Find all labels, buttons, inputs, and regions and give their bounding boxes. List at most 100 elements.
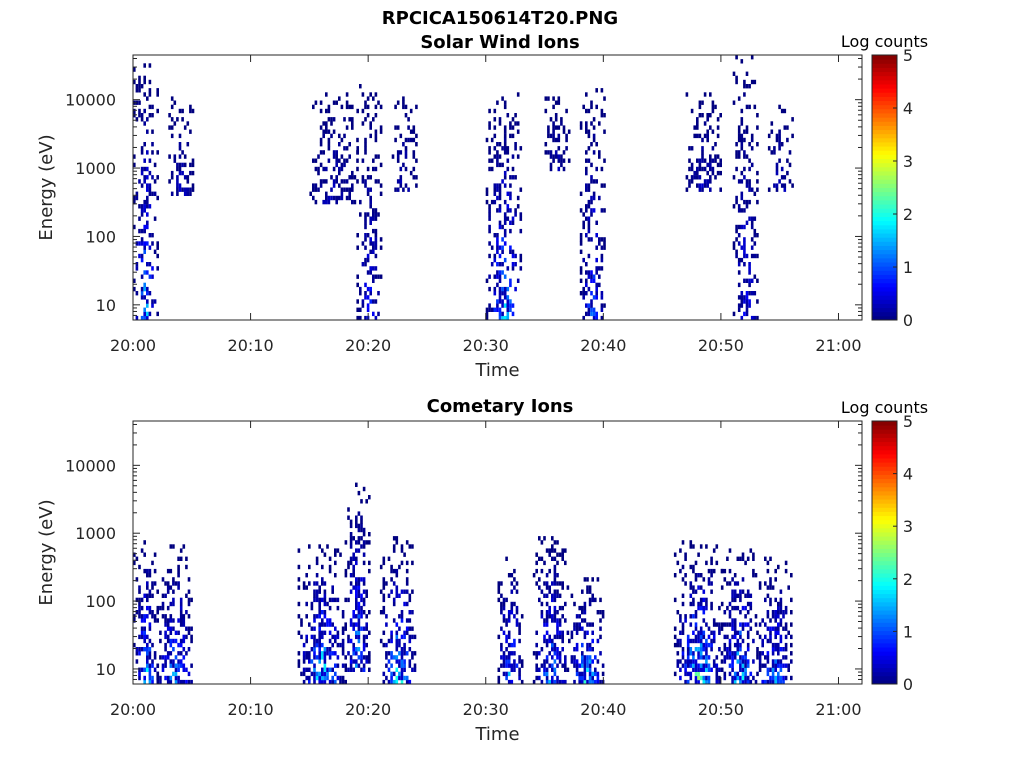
cometary-cell	[502, 601, 506, 607]
solar-wind-cell	[351, 199, 354, 205]
cometary-cell	[347, 515, 350, 520]
solar-wind-cell	[509, 303, 512, 308]
cometary-cell	[744, 675, 747, 681]
cometary-cell	[395, 568, 399, 574]
cometary-cell	[744, 560, 747, 566]
cometary-cell	[300, 634, 303, 640]
solar-wind-cell	[178, 154, 182, 159]
cometary-cell	[313, 667, 316, 672]
cometary-cell	[177, 556, 180, 561]
cometary-cell	[746, 679, 750, 685]
solar-wind-cell	[379, 245, 383, 250]
solar-wind-cell	[698, 175, 702, 180]
cometary-cell	[573, 655, 576, 660]
cometary-cell	[518, 667, 521, 672]
cometary-cell	[166, 634, 170, 640]
solar-wind-colorbar-segment	[872, 162, 897, 168]
cometary-cell	[315, 560, 319, 566]
cometary-cell	[723, 610, 727, 615]
cometary-cell	[164, 647, 167, 652]
cometary-cell	[749, 626, 753, 631]
cometary-cell	[313, 597, 316, 603]
cometary-cell	[731, 622, 734, 627]
cometary-cell	[190, 663, 193, 668]
solar-wind-cell	[703, 158, 707, 163]
solar-wind-cell	[156, 245, 159, 250]
solar-wind-cell	[151, 241, 154, 246]
cometary-cell	[561, 638, 564, 644]
solar-wind-cell	[595, 282, 598, 288]
cometary-cell	[718, 630, 721, 635]
solar-wind-cell	[600, 113, 604, 118]
cometary-cell	[148, 671, 152, 677]
solar-wind-cell	[565, 137, 568, 143]
cometary-cell	[398, 626, 401, 631]
solar-wind-cell	[587, 204, 591, 209]
solar-wind-cell	[685, 187, 689, 192]
solar-wind-cell	[322, 179, 325, 184]
cometary-cell	[318, 626, 321, 631]
cometary-colorbar-segment	[872, 523, 897, 529]
solar-wind-cell	[595, 104, 598, 110]
cometary-cell	[400, 560, 404, 566]
solar-wind-cell	[377, 212, 380, 217]
cometary-cell	[182, 663, 186, 668]
solar-wind-cell	[547, 133, 550, 139]
cometary-cell	[182, 544, 186, 549]
solar-wind-cell	[711, 146, 715, 151]
cometary-cell	[172, 638, 175, 644]
cometary-cell	[697, 671, 700, 677]
solar-wind-cell	[493, 187, 497, 192]
solar-wind-cell	[735, 150, 738, 155]
cometary-cell	[686, 671, 690, 677]
solar-wind-y-tick-label: 10	[96, 296, 116, 315]
cometary-y-tick-label: 100	[85, 592, 116, 611]
solar-wind-colorbar-tick-label: 5	[903, 46, 913, 65]
cometary-cell	[362, 647, 366, 652]
cometary-cell	[505, 659, 508, 664]
solar-wind-cell	[396, 187, 400, 192]
solar-wind-cell	[374, 266, 378, 271]
cometary-cell	[731, 679, 734, 685]
solar-wind-cell	[506, 113, 510, 118]
solar-wind-cell	[143, 63, 146, 68]
solar-wind-cell	[750, 278, 754, 283]
cometary-cell	[556, 618, 559, 623]
cometary-cell	[169, 659, 173, 664]
solar-wind-cell	[498, 315, 502, 321]
solar-wind-cell	[709, 154, 712, 159]
cometary-cell	[344, 622, 347, 627]
cometary-cell	[578, 605, 581, 611]
solar-wind-cell	[585, 303, 588, 308]
cometary-cell	[405, 560, 409, 566]
cometary-cell	[769, 679, 772, 685]
cometary-cell	[385, 651, 388, 656]
solar-wind-cell	[503, 170, 507, 176]
solar-wind-cell	[327, 146, 331, 151]
solar-wind-cell	[501, 311, 504, 317]
cometary-cell	[177, 642, 180, 648]
cometary-cell	[553, 540, 557, 545]
cometary-cell	[164, 642, 167, 648]
solar-wind-cell	[503, 125, 507, 130]
cometary-colorbar-segment	[872, 577, 897, 582]
cometary-cell	[297, 659, 301, 664]
solar-wind-cell	[509, 299, 512, 304]
solar-wind-cell	[786, 125, 789, 130]
solar-wind-cell	[592, 278, 596, 283]
cometary-cell	[766, 568, 770, 574]
solar-wind-cell	[319, 125, 323, 130]
cometary-cell	[723, 622, 727, 627]
solar-wind-cell	[498, 295, 502, 300]
cometary-cell	[538, 667, 541, 672]
cometary-x-tick-label: 20:50	[698, 700, 744, 719]
solar-wind-cell	[340, 154, 344, 159]
cometary-cell	[336, 675, 340, 681]
cometary-cell	[143, 593, 146, 598]
cometary-cell	[697, 573, 700, 578]
cometary-cell	[360, 667, 363, 672]
cometary-cell	[697, 655, 700, 660]
solar-wind-cell	[143, 204, 146, 209]
solar-wind-cell	[582, 291, 585, 296]
